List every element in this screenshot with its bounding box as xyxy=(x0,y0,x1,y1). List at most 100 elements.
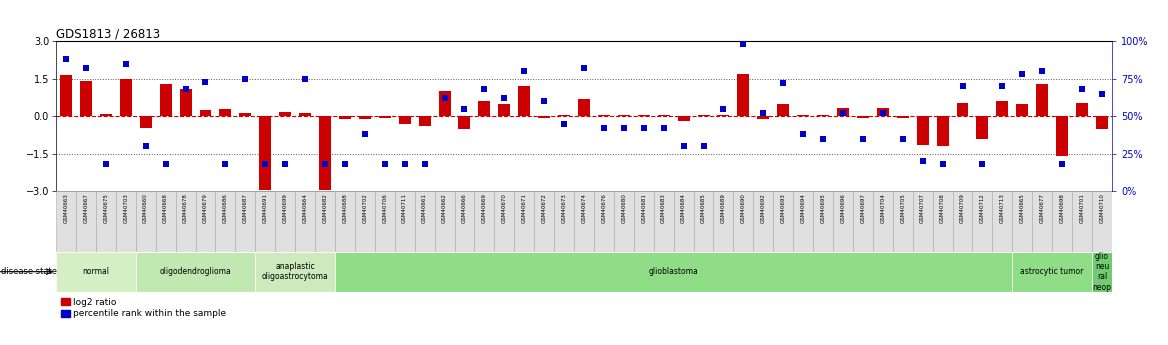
Bar xyxy=(833,191,853,252)
Bar xyxy=(418,117,431,126)
Bar xyxy=(200,110,211,117)
Bar xyxy=(598,115,610,117)
Bar xyxy=(195,191,215,252)
Bar xyxy=(932,191,953,252)
Bar xyxy=(1013,191,1033,252)
Text: anaplastic
oligoastrocytoma: anaplastic oligoastrocytoma xyxy=(262,262,328,282)
Bar xyxy=(877,108,889,117)
Bar xyxy=(56,252,135,292)
Bar xyxy=(694,191,714,252)
Bar xyxy=(618,115,630,117)
Text: GSM40702: GSM40702 xyxy=(362,193,368,223)
Bar xyxy=(279,112,291,117)
Text: astrocytic tumor: astrocytic tumor xyxy=(1021,267,1084,276)
Text: GSM40706: GSM40706 xyxy=(382,193,388,223)
Text: disease state: disease state xyxy=(1,267,57,276)
Bar xyxy=(335,252,1013,292)
Text: GSM40688: GSM40688 xyxy=(342,193,347,223)
Bar xyxy=(479,101,491,117)
Bar xyxy=(355,191,375,252)
Bar xyxy=(996,101,1008,117)
Text: GSM40692: GSM40692 xyxy=(760,193,766,223)
Bar xyxy=(60,75,72,117)
Text: GSM40703: GSM40703 xyxy=(124,193,128,223)
Bar xyxy=(319,117,331,190)
Bar xyxy=(135,191,155,252)
Bar xyxy=(697,115,709,117)
Text: GSM40704: GSM40704 xyxy=(881,193,885,223)
Bar xyxy=(753,191,773,252)
Bar xyxy=(638,115,649,117)
Bar xyxy=(573,191,595,252)
Bar xyxy=(100,114,112,117)
Bar xyxy=(757,117,770,119)
Text: GSM40684: GSM40684 xyxy=(681,193,686,223)
Text: GSM40668: GSM40668 xyxy=(164,193,168,223)
Bar xyxy=(96,191,116,252)
Text: GSM40664: GSM40664 xyxy=(303,193,307,223)
Text: glioblastoma: glioblastoma xyxy=(648,267,698,276)
Bar xyxy=(494,191,514,252)
Bar xyxy=(1016,104,1028,117)
Text: GSM40666: GSM40666 xyxy=(463,193,467,223)
Bar xyxy=(558,115,570,117)
Bar xyxy=(578,99,590,117)
Bar xyxy=(79,81,92,117)
Bar xyxy=(953,191,973,252)
Text: GSM40699: GSM40699 xyxy=(283,193,287,223)
Bar xyxy=(276,191,296,252)
Bar xyxy=(1033,191,1052,252)
Text: GSM40673: GSM40673 xyxy=(562,193,566,223)
Bar xyxy=(1092,191,1112,252)
Bar xyxy=(256,252,335,292)
Text: GSM40681: GSM40681 xyxy=(641,193,646,223)
Bar xyxy=(857,117,869,118)
Bar xyxy=(912,191,932,252)
Legend: log2 ratio, percentile rank within the sample: log2 ratio, percentile rank within the s… xyxy=(61,298,227,318)
Bar xyxy=(1076,103,1089,117)
Bar xyxy=(1096,117,1108,129)
Bar xyxy=(872,191,892,252)
Bar xyxy=(339,117,350,119)
Bar xyxy=(454,191,474,252)
Text: oligodendroglioma: oligodendroglioma xyxy=(160,267,231,276)
Text: GSM40682: GSM40682 xyxy=(322,193,327,223)
Text: GSM40678: GSM40678 xyxy=(183,193,188,223)
Text: GSM40691: GSM40691 xyxy=(263,193,267,223)
Bar xyxy=(398,117,411,124)
Bar xyxy=(793,191,813,252)
Bar xyxy=(798,115,809,117)
Bar xyxy=(1036,84,1048,117)
Text: GSM40676: GSM40676 xyxy=(602,193,606,223)
Bar xyxy=(375,191,395,252)
Text: GSM40661: GSM40661 xyxy=(422,193,427,223)
Text: GSM40701: GSM40701 xyxy=(1079,193,1085,223)
Bar xyxy=(1072,191,1092,252)
Bar xyxy=(737,74,750,117)
Bar xyxy=(135,252,256,292)
Bar xyxy=(595,191,614,252)
Text: GSM40690: GSM40690 xyxy=(741,193,746,223)
Text: glio
neu
ral
neop: glio neu ral neop xyxy=(1092,252,1112,292)
Bar xyxy=(554,191,573,252)
Bar xyxy=(534,191,554,252)
Text: GSM40695: GSM40695 xyxy=(821,193,826,223)
Text: GSM40694: GSM40694 xyxy=(800,193,806,223)
Bar xyxy=(777,104,790,117)
Bar xyxy=(674,191,694,252)
Text: GSM40687: GSM40687 xyxy=(243,193,248,223)
Bar xyxy=(818,115,829,117)
Text: GSM40667: GSM40667 xyxy=(83,193,89,223)
Bar xyxy=(155,191,175,252)
Text: GSM40709: GSM40709 xyxy=(960,193,965,223)
Text: GSM40683: GSM40683 xyxy=(661,193,666,223)
Bar xyxy=(180,89,192,117)
Bar xyxy=(717,115,730,117)
Bar xyxy=(499,104,510,117)
Bar xyxy=(116,191,135,252)
Text: GSM40679: GSM40679 xyxy=(203,193,208,223)
Bar xyxy=(1013,252,1092,292)
Bar xyxy=(160,84,172,117)
Text: GSM40705: GSM40705 xyxy=(901,193,905,223)
Bar xyxy=(538,117,550,118)
